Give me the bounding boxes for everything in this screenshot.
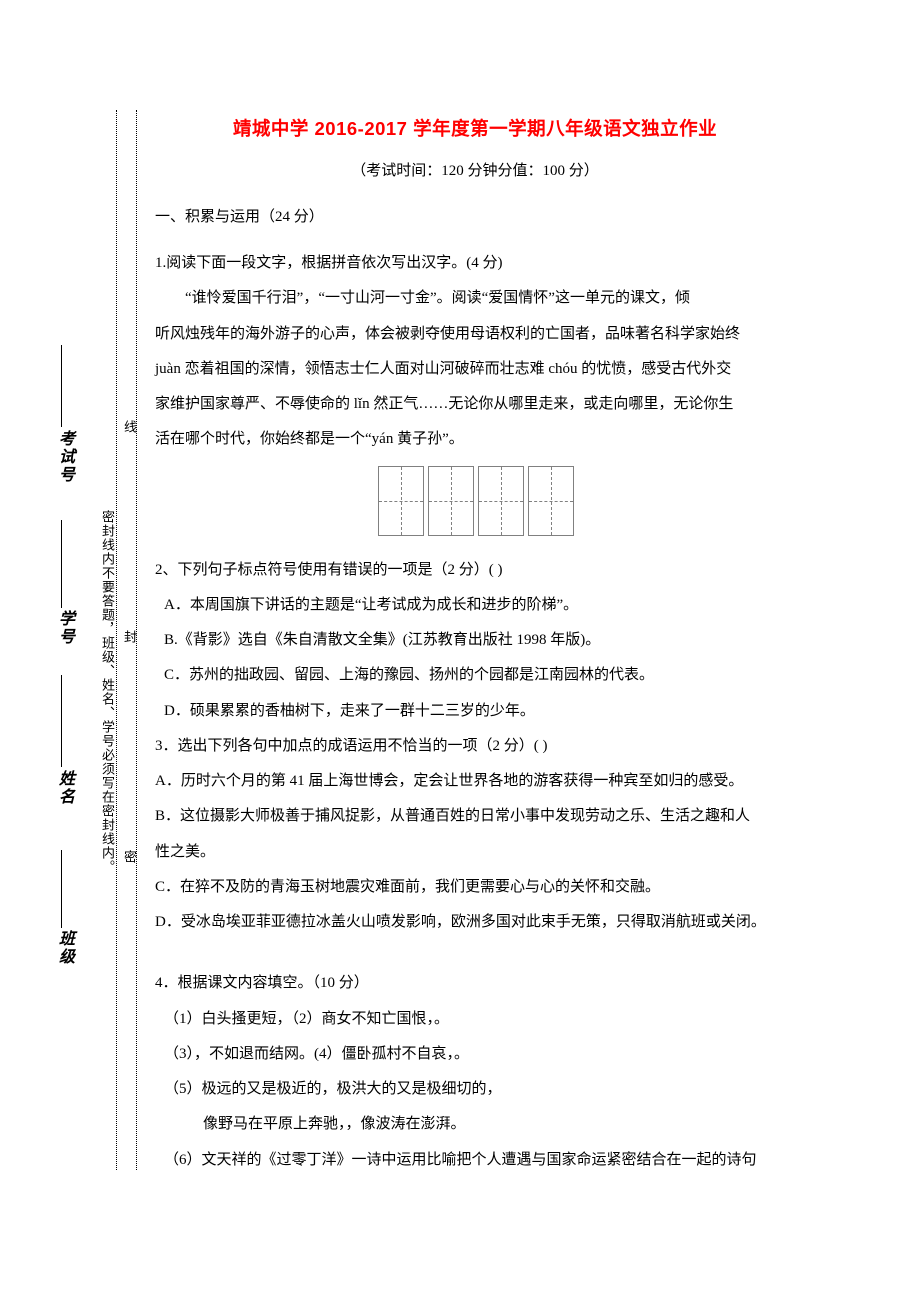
page-title: 靖城中学 2016-2017 学年度第一学期八年级语文独立作业	[155, 115, 795, 141]
q2-prompt: 2、下列句子标点符号使用有错误的一项是（2 分）( )	[155, 553, 795, 588]
q2-option-a: A．本周国旗下讲话的主题是“让考试成为成长和进步的阶梯”。	[155, 588, 795, 623]
q3-option-d: D．受冰岛埃亚菲亚德拉冰盖火山喷发影响，欧洲多国对此束手无策，只得取消航班或关闭…	[155, 905, 795, 940]
char-box-4[interactable]	[528, 466, 574, 536]
q4-i2: （3），不如退而结网。(4）僵卧孤村不自哀，。	[155, 1037, 795, 1072]
q3-option-a: A．历时六个月的第 41 届上海世博会，定会让世界各地的游客获得一种宾至如归的感…	[155, 764, 795, 799]
seal-char-mi: 密	[120, 850, 139, 863]
q1-prompt: 1.阅读下面一段文字，根据拼音依次写出汉字。(4 分)	[155, 246, 795, 281]
q3-prompt: 3．选出下列各句中加点的成语运用不恰当的一项（2 分）( )	[155, 729, 795, 764]
binding-label-name: 姓名	[52, 770, 76, 806]
section1-heading: 一、积累与运用（24 分）	[155, 202, 795, 232]
seal-char-xian: 线	[120, 420, 139, 433]
char-box-3[interactable]	[478, 466, 524, 536]
q2-option-d: D．硕果累累的香柚树下，走来了一群十二三岁的少年。	[155, 694, 795, 729]
binding-label-exam-no: 考试号	[52, 430, 76, 484]
binding-underline-studentno	[61, 520, 62, 608]
q4-prompt: 4．根据课文内容填空。（10 分）	[155, 966, 795, 1001]
page: 班级 姓名 学号 考试号 密封线内不要答题，班级、姓名、学号必须写在密封线内。 …	[0, 0, 920, 1302]
answer-boxes	[155, 464, 795, 543]
q1-passage-l3: juàn 恋着祖国的深情，领悟志士仁人面对山河破碎而壮志难 chóu 的忧愤，感…	[155, 352, 795, 387]
char-box-grid	[376, 464, 574, 538]
binding-underline-class	[61, 850, 62, 928]
q3-option-b1: B．这位摄影大师极善于捕风捉影，从普通百姓的日常小事中发现劳动之乐、生活之趣和人	[155, 799, 795, 834]
page-subtitle: （考试时间：120 分钟分值：100 分）	[155, 159, 795, 180]
char-box-1[interactable]	[378, 466, 424, 536]
q4-i4: （6）文天祥的《过零丁洋》一诗中运用比喻把个人遭遇与国家命运紧密结合在一起的诗句	[155, 1143, 795, 1178]
binding-column: 班级 姓名 学号 考试号 密封线内不要答题，班级、姓名、学号必须写在密封线内。 …	[52, 110, 142, 1170]
q3-option-c: C．在猝不及防的青海玉树地震灾难面前，我们更需要心与心的关怀和交融。	[155, 870, 795, 905]
binding-instruction: 密封线内不要答题，班级、姓名、学号必须写在密封线内。	[98, 510, 117, 874]
q4-i3: （5）极远的又是极近的，极洪大的又是极细切的，	[155, 1072, 795, 1107]
q4-i1: （1）白头搔更短，（2）商女不知亡国恨，。	[155, 1002, 795, 1037]
q1-passage-l1: “谁怜爱国千行泪”，“一寸山河一寸金”。阅读“爱国情怀”这一单元的课文，倾	[155, 281, 795, 316]
seal-char-feng: 封	[120, 630, 139, 643]
q1-passage-l5: 活在哪个时代，你始终都是一个“yán 黄子孙”。	[155, 422, 795, 457]
binding-underline-examno	[61, 345, 62, 427]
q2-option-c: C．苏州的拙政园、留园、上海的豫园、扬州的个园都是江南园林的代表。	[155, 658, 795, 693]
q4-i3b: 像野马在平原上奔驰，，像波涛在澎湃。	[155, 1107, 795, 1142]
char-box-2[interactable]	[428, 466, 474, 536]
binding-label-student-no: 学号	[52, 610, 76, 646]
q3-option-b2: 性之美。	[155, 835, 795, 870]
content-area: 靖城中学 2016-2017 学年度第一学期八年级语文独立作业 （考试时间：12…	[155, 115, 795, 1178]
q2-option-b: B.《背影》选自《朱自清散文全集》(江苏教育出版社 1998 年版)。	[155, 623, 795, 658]
q1-passage-l4: 家维护国家尊严、不辱使命的 lǐn 然正气……无论你从哪里走来，或走向哪里，无论…	[155, 387, 795, 422]
q1-passage-l2: 听风烛残年的海外游子的心声，体会被剥夺使用母语权利的亡国者，品味著名科学家始终	[155, 317, 795, 352]
binding-label-class: 班级	[52, 930, 76, 966]
binding-underline-name	[61, 675, 62, 767]
